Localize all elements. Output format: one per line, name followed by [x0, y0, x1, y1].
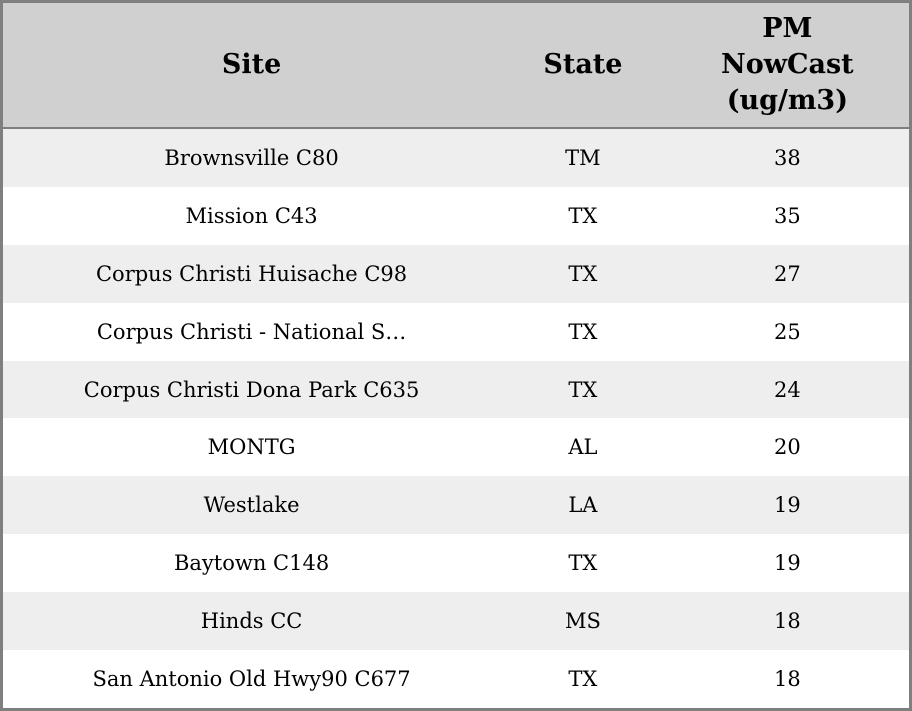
table-body: Brownsville C80 TM 38 Mission C43 TX 35 …	[1, 128, 911, 710]
site-cell: Corpus Christi - National S…	[96, 319, 407, 344]
pm-nowcast-cell: 24	[773, 377, 801, 402]
state-cell: AL	[568, 435, 598, 460]
state-cell: MS	[564, 609, 601, 634]
pm-nowcast-cell: 35	[773, 203, 801, 228]
pm-nowcast-cell: 38	[773, 145, 801, 170]
state-cell: TX	[568, 261, 598, 286]
site-cell: MONTG	[207, 435, 296, 460]
table-row: San Antonio Old Hwy90 C677 TX 18	[1, 650, 911, 710]
pm-nowcast-cell: 18	[773, 667, 801, 692]
header-cell-state[interactable]: State	[500, 1, 666, 129]
site-cell: Mission C43	[185, 203, 318, 228]
site-cell: Westlake	[203, 493, 300, 518]
state-cell: TX	[568, 377, 598, 402]
table-row: Baytown C148 TX 19	[1, 534, 911, 593]
state-cell: LA	[568, 493, 598, 518]
header-cell-site[interactable]: Site	[1, 1, 501, 129]
pm-nowcast-cell: 19	[773, 493, 801, 518]
state-cell: TX	[568, 203, 598, 228]
table-row: Corpus Christi Dona Park C635 TX 24	[1, 360, 911, 419]
state-cell: TM	[565, 145, 601, 170]
site-cell: Baytown C148	[173, 551, 330, 576]
header-row: Site State PM NowCast (ug/m3)	[1, 1, 911, 129]
state-cell: TX	[568, 551, 598, 576]
table-row: Westlake LA 19	[1, 476, 911, 535]
site-cell: San Antonio Old Hwy90 C677	[92, 667, 411, 692]
table-row: Brownsville C80 TM 38	[1, 128, 911, 187]
site-cell: Brownsville C80	[164, 145, 339, 170]
site-cell: Corpus Christi Dona Park C635	[83, 377, 420, 402]
pm-nowcast-cell: 20	[773, 435, 801, 460]
site-cell: Hinds CC	[200, 609, 303, 634]
state-cell: TX	[568, 319, 598, 344]
site-cell: Corpus Christi Huisache C98	[95, 261, 408, 286]
pm-nowcast-cell: 18	[773, 609, 801, 634]
pm-nowcast-cell: 19	[773, 551, 801, 576]
table-row: Corpus Christi Huisache C98 TX 27	[1, 244, 911, 303]
table-row: Hinds CC MS 18	[1, 592, 911, 651]
state-cell: TX	[568, 667, 598, 692]
table-row: MONTG AL 20	[1, 418, 911, 477]
header-cell-pm-nowcast[interactable]: PM NowCast (ug/m3)	[665, 1, 911, 129]
table-row: Corpus Christi - National S… TX 25	[1, 302, 911, 361]
pm-nowcast-cell: 27	[773, 261, 801, 286]
table-header: Site State PM NowCast (ug/m3)	[1, 1, 911, 129]
table-row: Mission C43 TX 35	[1, 186, 911, 245]
pm-nowcast-cell: 25	[773, 319, 801, 344]
